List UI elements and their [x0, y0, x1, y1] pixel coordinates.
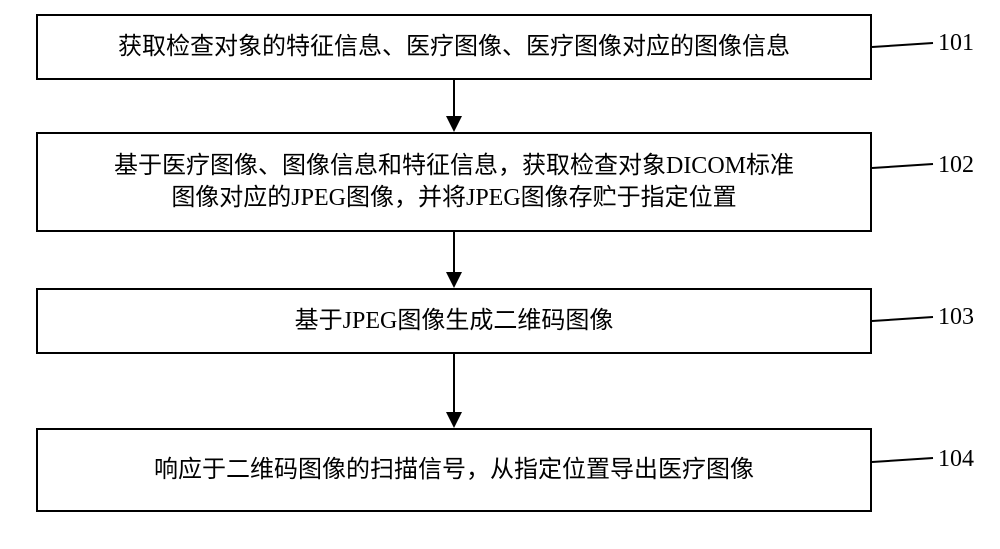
flowchart-canvas: 获取检查对象的特征信息、医疗图像、医疗图像对应的图像信息101基于医疗图像、图像… — [0, 0, 1000, 549]
flow-arrow-2 — [0, 0, 1000, 549]
